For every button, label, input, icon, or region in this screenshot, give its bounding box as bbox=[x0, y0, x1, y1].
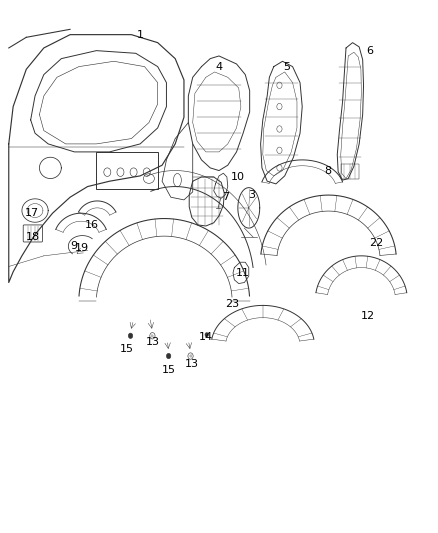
Text: 19: 19 bbox=[75, 243, 89, 253]
Bar bbox=[96, 152, 158, 189]
Text: 4: 4 bbox=[215, 62, 223, 71]
Circle shape bbox=[166, 353, 171, 359]
Text: 6: 6 bbox=[367, 46, 374, 55]
Text: 3: 3 bbox=[248, 190, 255, 199]
Text: 22: 22 bbox=[369, 238, 383, 247]
Text: 17: 17 bbox=[25, 208, 39, 218]
Text: 10: 10 bbox=[230, 172, 244, 182]
Text: 1: 1 bbox=[137, 30, 144, 39]
Text: 11: 11 bbox=[236, 268, 250, 278]
Text: 16: 16 bbox=[85, 220, 99, 230]
Text: 15: 15 bbox=[162, 366, 176, 375]
Text: 8: 8 bbox=[324, 166, 331, 175]
Text: 23: 23 bbox=[225, 299, 239, 309]
Text: 15: 15 bbox=[120, 344, 134, 354]
Text: 12: 12 bbox=[361, 311, 375, 320]
Text: 18: 18 bbox=[26, 232, 40, 242]
Text: 5: 5 bbox=[283, 62, 290, 71]
Text: 13: 13 bbox=[145, 337, 159, 347]
Circle shape bbox=[128, 333, 133, 338]
Text: 9: 9 bbox=[70, 241, 77, 251]
Bar bbox=[341, 164, 359, 179]
Text: 14: 14 bbox=[199, 332, 213, 342]
Text: 7: 7 bbox=[222, 192, 229, 202]
Text: 13: 13 bbox=[185, 359, 199, 368]
Circle shape bbox=[205, 333, 208, 337]
